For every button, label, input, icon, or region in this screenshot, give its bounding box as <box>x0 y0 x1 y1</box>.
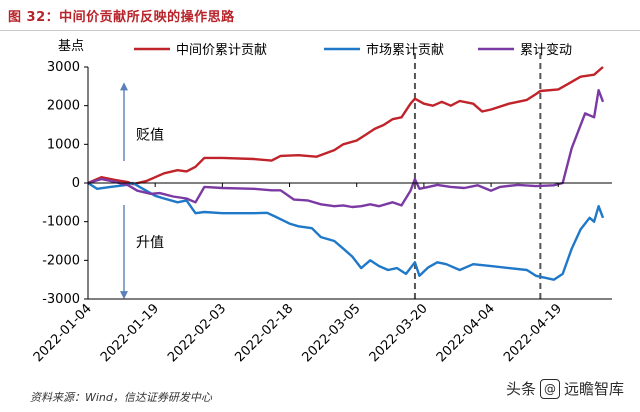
legend-label-0: 中间价累计贡献 <box>176 43 267 58</box>
series-layer <box>87 66 605 281</box>
y-tick-label: -3000 <box>42 292 80 307</box>
source-note: 资料来源：Wind，信达证券研发中心 <box>30 391 212 404</box>
x-tick-label: 2022-01-04 <box>31 301 95 365</box>
x-tick-label: 2022-02-03 <box>165 301 229 365</box>
watermark-name: 远瞻智库 <box>563 380 624 398</box>
watermark-prefix: 头条 <box>505 380 536 398</box>
y-axis-label: 基点 <box>58 39 84 54</box>
watermark: 头条 @ 远瞻智库 <box>506 378 624 399</box>
y-tick-label: 1000 <box>47 137 80 152</box>
chart-title: 图 32：中间价贡献所反映的操作思路 <box>8 10 235 25</box>
vertical-markers <box>413 53 542 299</box>
legend: 中间价累计贡献 市场累计贡献 累计变动 <box>134 42 572 58</box>
axes-layer: 基点 3000 2000 1000 0 -1000 -2000 -30002022-01-04… <box>31 39 612 365</box>
y-tick-label: 2000 <box>47 99 80 114</box>
y-tick-label: 3000 <box>47 60 80 75</box>
series-line-2 <box>87 89 605 209</box>
x-tick-label: 2022-01-19 <box>98 301 162 365</box>
x-tick-label: 2022-04-19 <box>501 301 565 365</box>
title-divider <box>0 30 640 31</box>
x-tick-label: 2022-02-18 <box>232 301 296 365</box>
annotation-depreciation: 贬值 <box>136 128 164 144</box>
x-tick-label: 2022-04-04 <box>434 301 498 365</box>
x-tick-label: 2022-03-05 <box>300 301 364 365</box>
annotation-appreciation: 升值 <box>136 235 164 251</box>
x-tick-label: 2022-03-20 <box>367 301 431 365</box>
series-line-1 <box>87 181 605 281</box>
series-line-0 <box>87 66 604 186</box>
y-tick-label: -2000 <box>42 253 80 268</box>
legend-label-1: 市场累计贡献 <box>366 42 444 58</box>
y-tick-label: 0 <box>72 176 80 191</box>
watermark-badge: @ <box>539 378 560 399</box>
y-tick-label: -1000 <box>42 215 80 230</box>
legend-label-2: 累计变动 <box>520 42 572 58</box>
